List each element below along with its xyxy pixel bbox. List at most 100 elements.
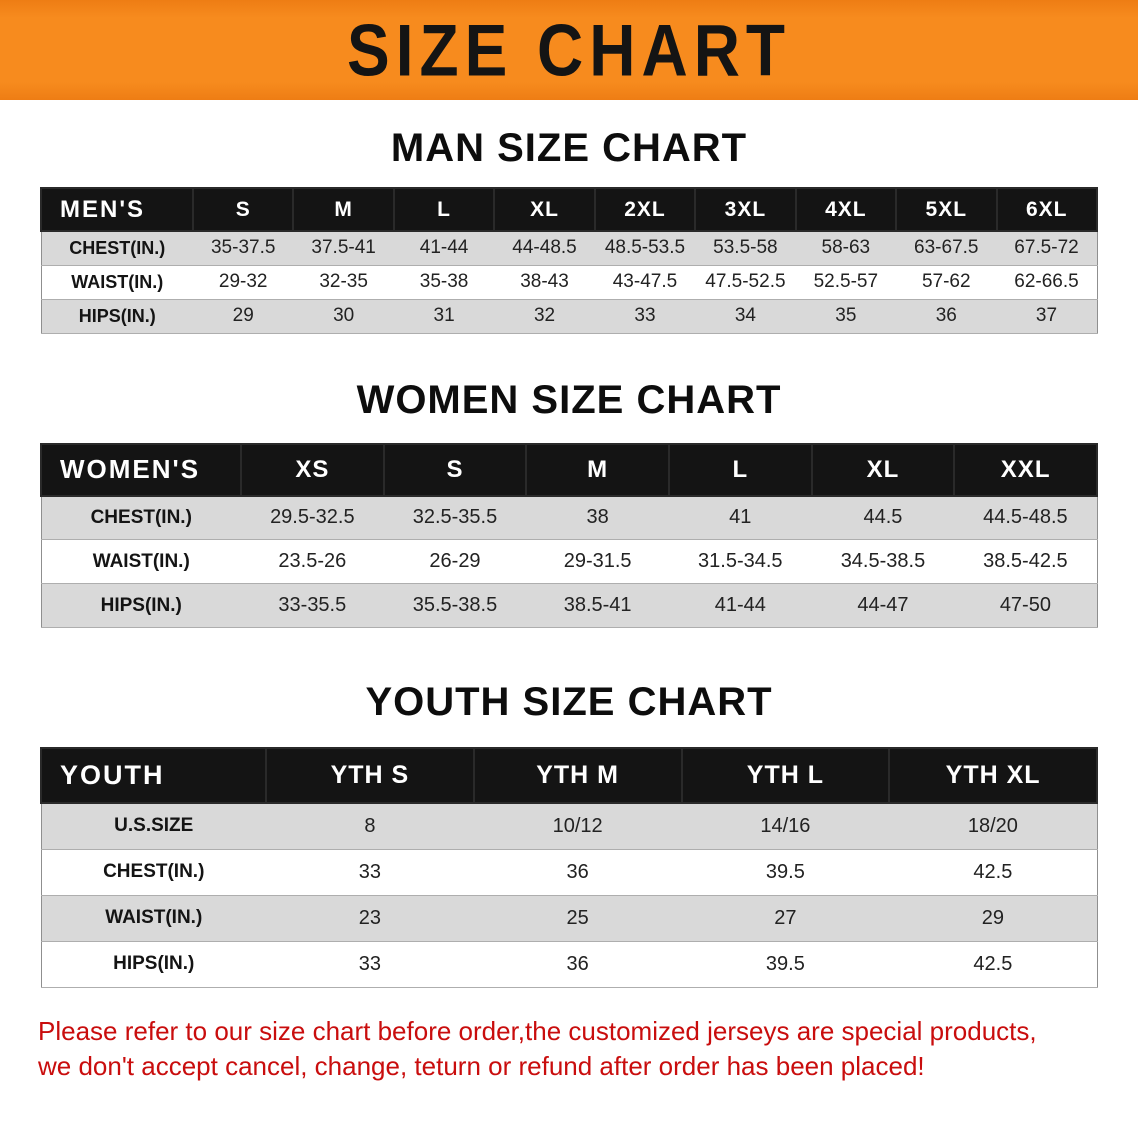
men-section-heading: MAN SIZE CHART [390,126,748,170]
size-column-header: XXL [953,442,1098,497]
table-header-row: MEN'S S M L XL 2XL 3XL 4XL 5XL 6XL [40,187,1098,232]
size-column-header: S [382,442,528,497]
size-value: 47.5-52.5 [705,271,786,292]
size-value: 39.5 [765,860,805,883]
row-label: WAIST(IN.) [71,271,164,292]
measurement-row: WAIST(IN.) 29-32 32-35 35-38 38-43 43-47.5 47.… [41,265,1097,299]
size-column-header: M [525,442,670,497]
size-value: 41-44 [714,594,766,616]
size-value: 32.5-35.5 [412,506,498,529]
size-value: 34 [734,305,756,326]
size-column-header: L [392,187,496,232]
size-value: 34.5-38.5 [840,550,926,572]
order-policy-notice: Please refer to our size chart before or… [38,1014,1100,1086]
measurement-row: HIPS(IN.) 29 30 31 32 33 34 35 36 37 [41,299,1097,333]
size-value: 35-38 [419,271,469,292]
measurement-row: WAIST(IN.) 23.5-26 26-29 29-31.5 31.5-34.5 34… [41,539,1097,584]
size-value: 29-32 [218,271,268,292]
row-label: HIPS(IN.) [113,953,195,974]
notice-line-1: Please refer to our size chart before or… [38,1015,1037,1046]
size-value: 29 [981,906,1004,929]
row-label: HIPS(IN.) [78,305,156,326]
size-column-header: YTH XL [888,747,1098,804]
size-value: 38-43 [520,271,569,292]
size-column-header: M [292,187,395,232]
men-size-table: MEN'S S M L XL 2XL 3XL 4XL 5XL 6XL CHEST(IN.) 35-37… [40,187,1098,334]
size-value: 10/12 [552,814,603,837]
size-value: 30 [333,305,355,326]
size-column-header: YTH S [265,747,475,804]
youth-section-heading: YOUTH SIZE CHART [365,680,773,724]
measurement-row: HIPS(IN.) 33 36 39.5 42.5 [41,941,1097,987]
measurement-row: WAIST(IN.) 23 25 27 29 [41,895,1097,941]
measurement-row: CHEST(IN.) 35-37.5 37.5-41 41-44 44-48.5 48.5… [41,231,1097,265]
size-value: 14/16 [760,814,811,837]
size-value: 44-47 [857,594,909,616]
size-column-header: L [667,442,813,497]
size-value: 37.5-41 [311,237,376,259]
measurement-row: CHEST(IN.) 33 36 39.5 42.5 [41,849,1097,895]
size-value: 18/20 [967,814,1018,837]
table-corner-label: YOUTH [40,747,267,804]
size-column-header: 3XL [694,187,797,232]
measurement-row: U.S.SIZE 8 10/12 14/16 18/20 [41,803,1097,849]
size-value: 48.5-53.5 [604,237,686,259]
size-value: 33 [358,860,381,883]
size-value: 39.5 [765,952,805,975]
men-size-section: MAN SIZE CHART MEN'S S M L XL 2XL 3XL 4XL 5XL 6XL… [0,126,1138,334]
row-label: CHEST(IN.) [103,861,205,882]
size-value: 47-50 [999,594,1051,616]
size-value: 32-35 [319,271,368,292]
size-value: 33-35.5 [278,594,347,616]
size-value: 41 [729,506,752,529]
row-label: WAIST(IN.) [105,907,203,928]
size-value: 23.5-26 [278,550,347,572]
size-value: 36 [935,305,957,326]
size-value: 23 [358,906,381,929]
size-column-header: YTH M [472,747,683,804]
size-value: 44.5 [863,506,903,529]
size-column-header: YTH L [680,747,891,804]
size-value: 42.5 [973,952,1013,975]
size-value: 52.5-57 [813,271,879,292]
size-value: 27 [774,906,797,929]
size-value: 38.5-41 [563,594,632,616]
size-value: 58-63 [821,237,871,259]
size-value: 67.5-72 [1014,237,1079,259]
youth-size-table: YOUTH YTH S YTH M YTH L YTH XL U.S.SIZE 8 10/12… [40,747,1098,988]
size-value: 25 [566,906,589,929]
size-value: 62-66.5 [1014,271,1079,292]
size-value: 38 [586,506,609,529]
size-value: 31 [433,305,455,326]
size-column-header: 2XL [593,187,697,232]
row-label: CHEST(IN.) [90,506,192,528]
size-value: 26-29 [429,550,481,572]
size-value: 29 [232,305,254,326]
size-column-header: 5XL [895,187,998,232]
banner: SIZE CHART [0,0,1138,100]
size-value: 38.5-42.5 [983,550,1068,572]
size-column-header: 6XL [995,187,1098,232]
measurement-row: CHEST(IN.) 29.5-32.5 32.5-35.5 38 41 44.5 44.5… [41,495,1097,540]
size-chart-content: MAN SIZE CHART MEN'S S M L XL 2XL 3XL 4XL 5XL 6XL… [0,126,1138,988]
size-value: 44-48.5 [512,237,577,259]
size-value: 29.5-32.5 [270,506,355,529]
table-corner-label: MEN'S [40,187,194,232]
size-value: 42.5 [973,860,1013,883]
table-header-row: YOUTH YTH S YTH M YTH L YTH XL [40,747,1098,804]
women-size-table: WOMEN'S XS S M L XL XXL CHEST(IN.) 29.5-32.5 32.5… [40,442,1098,628]
measurement-row: HIPS(IN.) 33-35.5 35.5-38.5 38.5-41 41-44 44-… [41,583,1097,628]
size-column-header: XL [493,187,596,232]
size-column-header: XL [810,442,956,497]
notice-line-2: we don't accept cancel, change, teturn o… [38,1051,925,1082]
size-value: 36 [566,952,589,975]
size-value: 35-37.5 [210,237,276,259]
size-value: 33 [358,952,381,975]
size-value: 8 [364,814,376,837]
size-value: 35 [835,305,857,326]
women-section-heading: WOMEN SIZE CHART [356,377,782,422]
size-column-header: S [191,187,295,232]
row-label: WAIST(IN.) [92,550,190,572]
size-value: 63-67.5 [914,237,979,259]
